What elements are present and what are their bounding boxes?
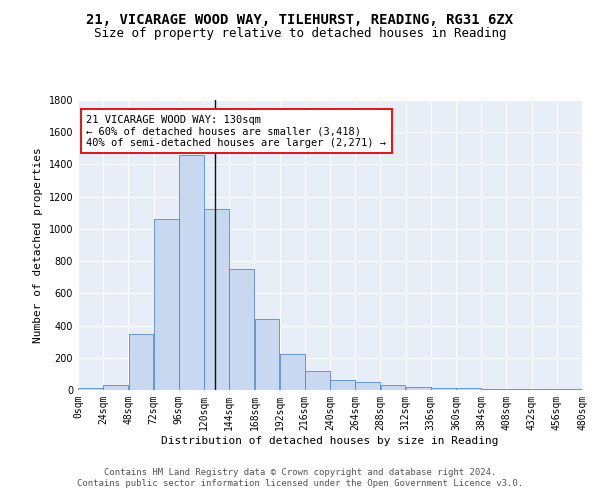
Bar <box>179 155 204 390</box>
Bar <box>532 389 557 390</box>
Bar <box>506 389 532 390</box>
Bar <box>103 385 128 390</box>
Bar <box>154 219 179 390</box>
Bar <box>380 385 406 390</box>
Bar <box>456 388 481 390</box>
Text: Contains HM Land Registry data © Crown copyright and database right 2024.
Contai: Contains HM Land Registry data © Crown c… <box>77 468 523 487</box>
Bar <box>355 382 380 390</box>
Text: Size of property relative to detached houses in Reading: Size of property relative to detached ho… <box>94 28 506 40</box>
Bar <box>78 388 103 390</box>
Bar <box>128 334 154 390</box>
Bar <box>406 387 431 390</box>
Bar <box>431 388 456 390</box>
Text: 21, VICARAGE WOOD WAY, TILEHURST, READING, RG31 6ZX: 21, VICARAGE WOOD WAY, TILEHURST, READIN… <box>86 12 514 26</box>
Y-axis label: Number of detached properties: Number of detached properties <box>33 147 43 343</box>
Bar <box>229 269 254 390</box>
Bar <box>481 389 506 390</box>
Bar <box>280 354 305 390</box>
Bar <box>305 372 330 390</box>
Bar <box>557 389 582 390</box>
X-axis label: Distribution of detached houses by size in Reading: Distribution of detached houses by size … <box>161 436 499 446</box>
Bar <box>254 319 280 390</box>
Bar <box>330 380 355 390</box>
Bar <box>204 209 229 390</box>
Text: 21 VICARAGE WOOD WAY: 130sqm
← 60% of detached houses are smaller (3,418)
40% of: 21 VICARAGE WOOD WAY: 130sqm ← 60% of de… <box>86 114 386 148</box>
